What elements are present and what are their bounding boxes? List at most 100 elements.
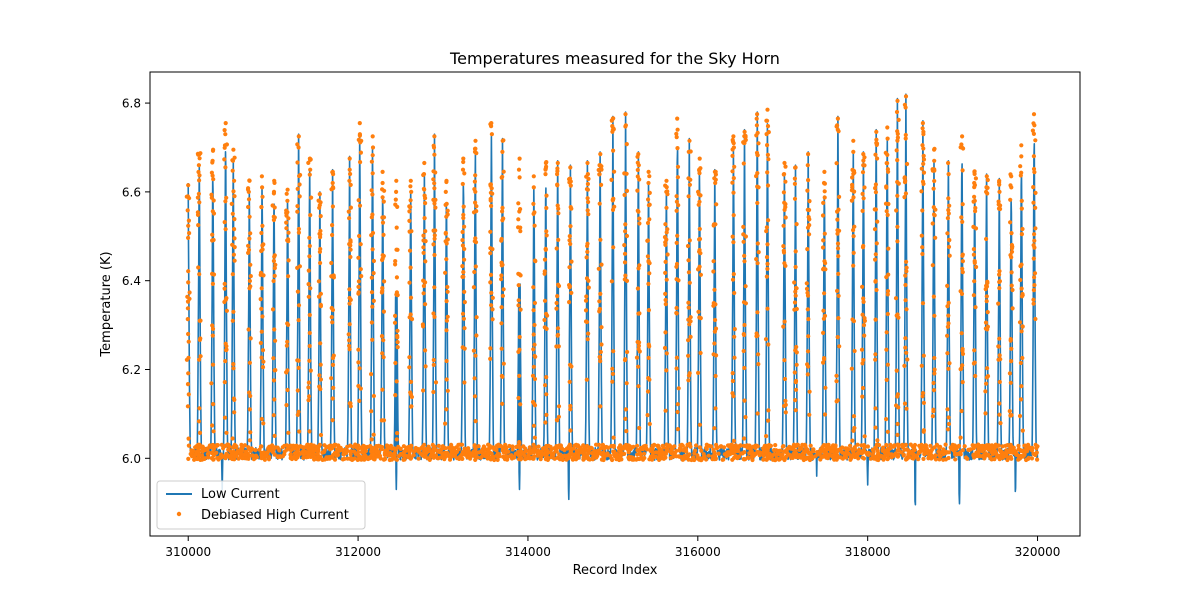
high-current-point [569,259,574,264]
high-current-point [445,208,450,213]
high-current-point [718,444,723,449]
high-current-point [675,175,681,180]
high-current-point [499,273,504,278]
high-current-point [270,203,275,208]
high-current-point [585,160,590,166]
high-current-point [211,237,216,243]
high-current-point [623,407,628,412]
high-current-point [997,286,1002,291]
high-current-point [401,453,406,458]
high-current-point [247,390,252,395]
high-current-point [885,292,890,297]
high-current-point [789,455,794,460]
high-current-point [836,316,841,321]
high-current-point [431,362,436,367]
high-current-point [197,200,202,205]
high-current-point [1010,287,1015,293]
high-current-point [599,262,604,267]
high-current-point [622,243,627,248]
high-current-point [209,192,214,197]
high-current-point [635,167,640,173]
high-current-point [186,443,191,448]
high-current-point [730,153,735,158]
high-current-point [370,337,375,342]
high-current-point [960,266,965,271]
high-current-point [544,375,549,380]
high-current-point [972,194,977,199]
high-current-point [393,447,399,452]
high-current-point [794,350,799,355]
high-current-point [347,295,352,301]
high-current-point [198,354,203,359]
high-current-point [505,455,510,460]
high-current-point [232,457,237,462]
high-current-point [444,318,449,323]
high-current-point [622,251,628,256]
high-current-point [370,145,376,150]
high-current-point [851,228,856,233]
high-current-point [224,142,229,147]
high-current-point [570,452,575,457]
y-tick-label: 6.6 [122,185,141,199]
high-current-point [836,254,841,259]
high-current-point [623,222,628,227]
high-current-point [377,453,383,458]
high-current-point [783,205,788,210]
high-current-point [983,320,989,325]
high-current-point [664,205,669,210]
high-current-point [930,263,935,268]
high-current-point [873,257,878,262]
high-current-point [1031,256,1036,261]
high-current-point [356,360,361,365]
high-current-point [584,377,589,382]
high-current-point [461,159,466,165]
high-current-point [635,188,640,193]
high-current-point [210,423,215,428]
high-current-point [306,398,311,403]
high-current-point [544,229,549,234]
high-current-point [433,380,439,385]
high-current-point [807,389,812,394]
high-current-point [516,167,522,172]
high-current-point [998,357,1003,362]
high-current-point [645,220,651,226]
high-current-point [383,449,388,454]
high-current-point [346,209,351,214]
high-current-point [646,169,651,174]
high-current-point [285,210,290,215]
high-current-point [806,178,811,183]
high-current-point [791,442,797,447]
high-current-point [568,403,573,409]
high-current-point [407,218,412,223]
high-current-point [610,197,616,202]
high-current-point [589,446,594,451]
high-current-point [635,286,640,291]
high-current-point [680,456,686,461]
high-current-point [711,269,716,274]
high-current-point [861,158,866,163]
high-current-point [381,232,386,237]
high-current-point [408,295,414,300]
high-current-point [696,370,701,375]
high-current-point [556,237,561,242]
high-current-point [507,443,512,449]
high-current-point [333,442,338,447]
high-current-point [996,202,1001,207]
high-current-point [585,172,590,177]
high-current-point [884,184,889,189]
high-current-point [348,239,353,245]
high-current-point [674,261,680,267]
high-current-point [394,178,399,183]
high-current-point [222,286,227,291]
high-current-point [731,213,736,218]
high-current-point [273,368,278,373]
high-current-point [934,442,940,447]
high-current-point [982,456,987,461]
high-current-point [686,300,691,305]
high-current-point [989,445,994,450]
high-current-point [755,112,760,117]
high-current-point [210,451,215,456]
high-current-point [1015,453,1020,458]
high-current-point [197,173,202,178]
high-current-point [855,442,860,447]
